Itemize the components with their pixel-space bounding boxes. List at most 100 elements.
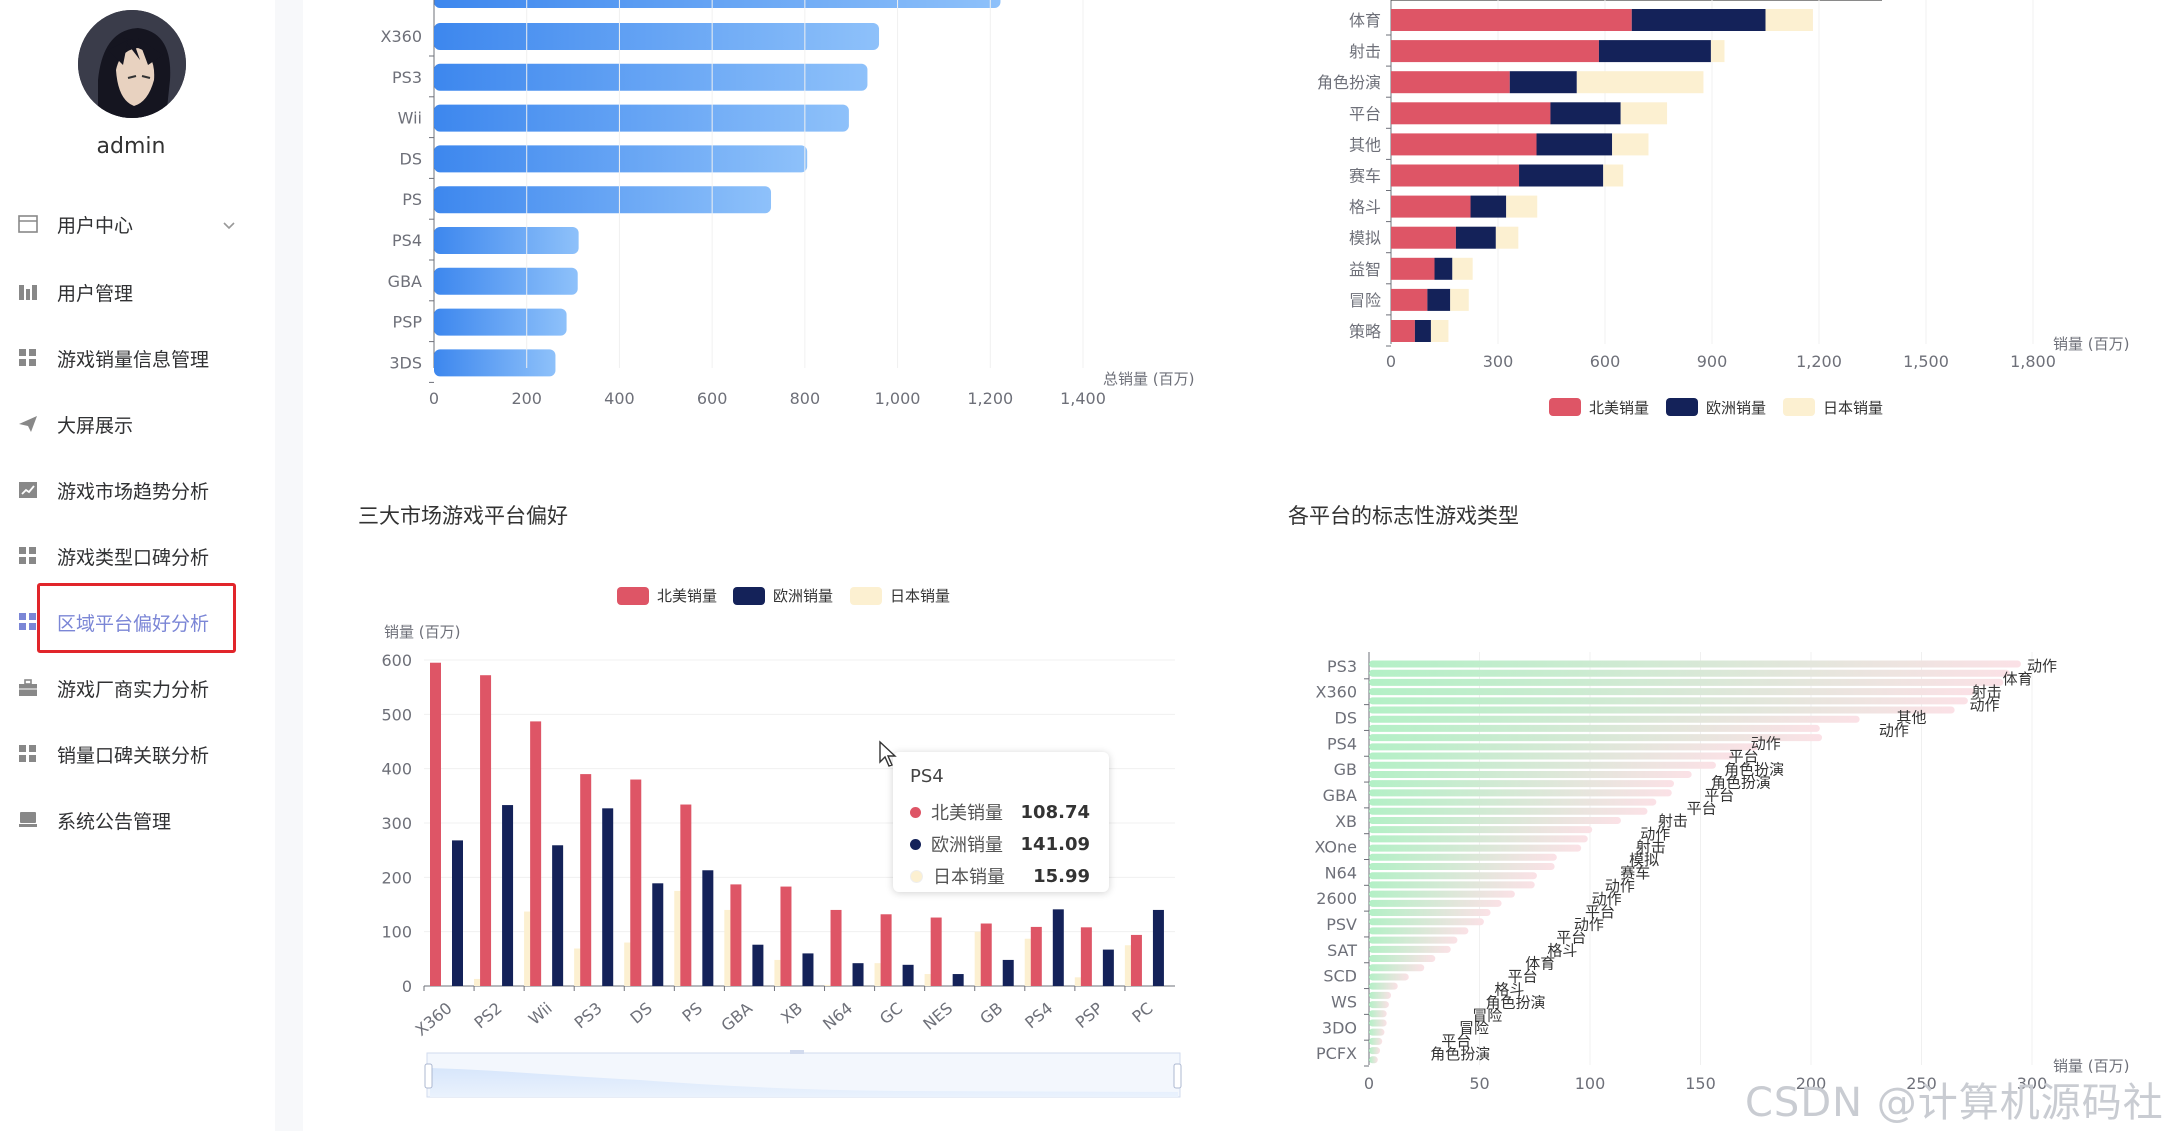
tick-label-platform: XB <box>1335 812 1357 831</box>
bar-北美销量-ds <box>630 779 642 986</box>
menu-market-trend[interactable]: 游戏市场趋势分析 <box>0 466 262 514</box>
tooltip-title: PS4 <box>910 766 944 787</box>
bar-北美销量-体育 <box>1391 9 1632 31</box>
data-zoom-area <box>430 1068 1178 1097</box>
menu-publisher-strength[interactable]: 游戏厂商实力分析 <box>0 664 262 712</box>
bar-genre-label: 格斗 <box>1547 942 1577 960</box>
bar-欧洲销量-策略 <box>1414 320 1431 342</box>
x-tick-label: 1,400 <box>1060 389 1106 408</box>
x-tick-label: NES <box>919 999 956 1034</box>
x-tick-label: 600 <box>1590 352 1621 371</box>
bar-欧洲销量-赛车 <box>1519 164 1604 187</box>
x-tick-label: 0 <box>1386 352 1396 371</box>
bar-genre-36 <box>1369 991 1392 999</box>
menu-big-screen[interactable]: 大屏展示 <box>0 400 262 448</box>
monitor-icon <box>17 809 39 831</box>
watermark: CSDN @计算机源码社 <box>1745 1080 2164 1126</box>
bar-日本销量-格斗 <box>1506 195 1538 218</box>
tooltip-value: 15.99 <box>1033 865 1090 887</box>
bar-北美销量-n64 <box>830 909 842 986</box>
chart-title-signature-genre: 各平台的标志性游戏类型 <box>1288 504 1519 528</box>
tick-label-ps: PS <box>402 190 422 209</box>
legend-label: 欧洲销量 <box>1706 399 1766 417</box>
grid-icon <box>17 347 39 369</box>
tooltip-row-jp: 日本销量 15.99 <box>910 864 1100 888</box>
bar-genre-26 <box>1369 899 1502 907</box>
menu-item-label: 大屏展示 <box>57 414 134 437</box>
x-tick-label: 200 <box>511 389 542 408</box>
bar-genre-label: 动作 <box>1592 890 1622 908</box>
bar-北美销量-赛车 <box>1391 164 1520 187</box>
bar-欧洲销量-n64 <box>852 963 864 986</box>
bar-gba <box>434 267 578 295</box>
bar-北美销量-psp <box>1080 927 1092 986</box>
x-tick-label: 100 <box>1575 1074 1606 1093</box>
bar-日本销量-模拟 <box>1495 226 1519 249</box>
bar-genre-35 <box>1369 982 1398 990</box>
bar-日本销量-体育 <box>1765 9 1813 31</box>
bar-北美销量-gba <box>730 884 742 986</box>
tooltip-label: 日本销量 <box>933 867 1005 888</box>
bar-3ds <box>434 349 556 377</box>
x-tick-label: GBA <box>717 998 756 1035</box>
tick-label-platform: PCFX <box>1316 1044 1357 1063</box>
bar-genre-11 <box>1369 761 1716 769</box>
bars-chart-icon <box>17 281 39 303</box>
bar-欧洲销量-射击 <box>1598 40 1711 63</box>
chevron-down-icon[interactable] <box>222 214 236 236</box>
bar-genre-label: 动作 <box>1605 877 1635 895</box>
x-tick-label: 900 <box>1697 352 1728 371</box>
x-tick-label: 300 <box>1483 352 1514 371</box>
bar-genre-label: 角色扮演 <box>1486 993 1546 1011</box>
bar-genre-label: 射击 <box>1636 838 1666 856</box>
bar-北美销量-x360 <box>430 662 441 986</box>
bar-genre-1 <box>1369 669 2010 677</box>
y-tick-label: 600 <box>381 651 412 670</box>
bar-genre-label: 冒险 <box>1472 1006 1502 1024</box>
legend-swatch <box>1549 398 1581 416</box>
bar-genre-25 <box>1369 890 1515 898</box>
bar-ps4 <box>434 227 579 254</box>
bar-北美销量-格斗 <box>1391 195 1471 218</box>
data-zoom-handle-left <box>424 1063 433 1089</box>
menu-genre-reputation[interactable]: 游戏类型口碑分析 <box>0 532 262 580</box>
tick-label-platform: 2600 <box>1316 889 1357 908</box>
menu-notice[interactable]: 系统公告管理 <box>0 796 262 844</box>
bar-genre-label: 角色扮演 <box>1724 760 1784 778</box>
x-tick-label: 1,500 <box>1903 352 1949 371</box>
bar-欧洲销量-ps3 <box>602 808 614 986</box>
tick-label-genre: 平台 <box>1349 104 1381 123</box>
menu-item-label: 游戏类型口碑分析 <box>57 546 210 569</box>
bar-genre-39 <box>1369 1019 1387 1027</box>
x-axis-label: 总销量 (百万) <box>1103 370 1194 388</box>
bar-欧洲销量-模拟 <box>1455 226 1496 249</box>
bar-北美销量-策略 <box>1391 320 1415 342</box>
y-tick-label: 400 <box>381 760 412 779</box>
bar-欧洲销量-体育 <box>1631 9 1766 31</box>
avatar[interactable] <box>78 10 186 118</box>
bar-欧洲销量-psp <box>1102 949 1114 986</box>
bar-北美销量-益智 <box>1391 257 1435 280</box>
bar-欧洲销量-平台 <box>1550 102 1621 125</box>
bar-genre-17 <box>1369 816 1621 824</box>
bar-日本销量-ps <box>724 909 736 986</box>
tick-label-genre: 益智 <box>1349 260 1381 279</box>
bar-genre-2 <box>1369 678 2004 686</box>
menu-user-management[interactable]: 用户管理 <box>0 268 262 316</box>
menu-region-platform[interactable]: 区域平台偏好分析 <box>0 598 262 646</box>
bar-日本销量-赛车 <box>1603 164 1624 187</box>
dot-icon <box>910 869 923 883</box>
bar-欧洲销量-冒险 <box>1427 288 1451 311</box>
bar-日本销量-策略 <box>1430 320 1449 342</box>
bar-日本销量-gba <box>774 959 786 986</box>
dot-icon <box>910 838 921 850</box>
menu-sales-reputation[interactable]: 销量口碑关联分析 <box>0 730 262 778</box>
bar-欧洲销量-pc <box>1152 909 1164 986</box>
bar-genre-37 <box>1369 1001 1389 1009</box>
menu-user-center[interactable]: 用户中心 <box>0 200 262 248</box>
menu-sales-info[interactable]: 游戏销量信息管理 <box>0 334 262 382</box>
legend-label: 北美销量 <box>1589 399 1649 417</box>
chart-tooltip: PS4 北美销量 108.74 欧洲销量 141.09 日本销量 15.99 <box>893 752 1109 892</box>
bar-genre-16 <box>1369 807 1648 815</box>
